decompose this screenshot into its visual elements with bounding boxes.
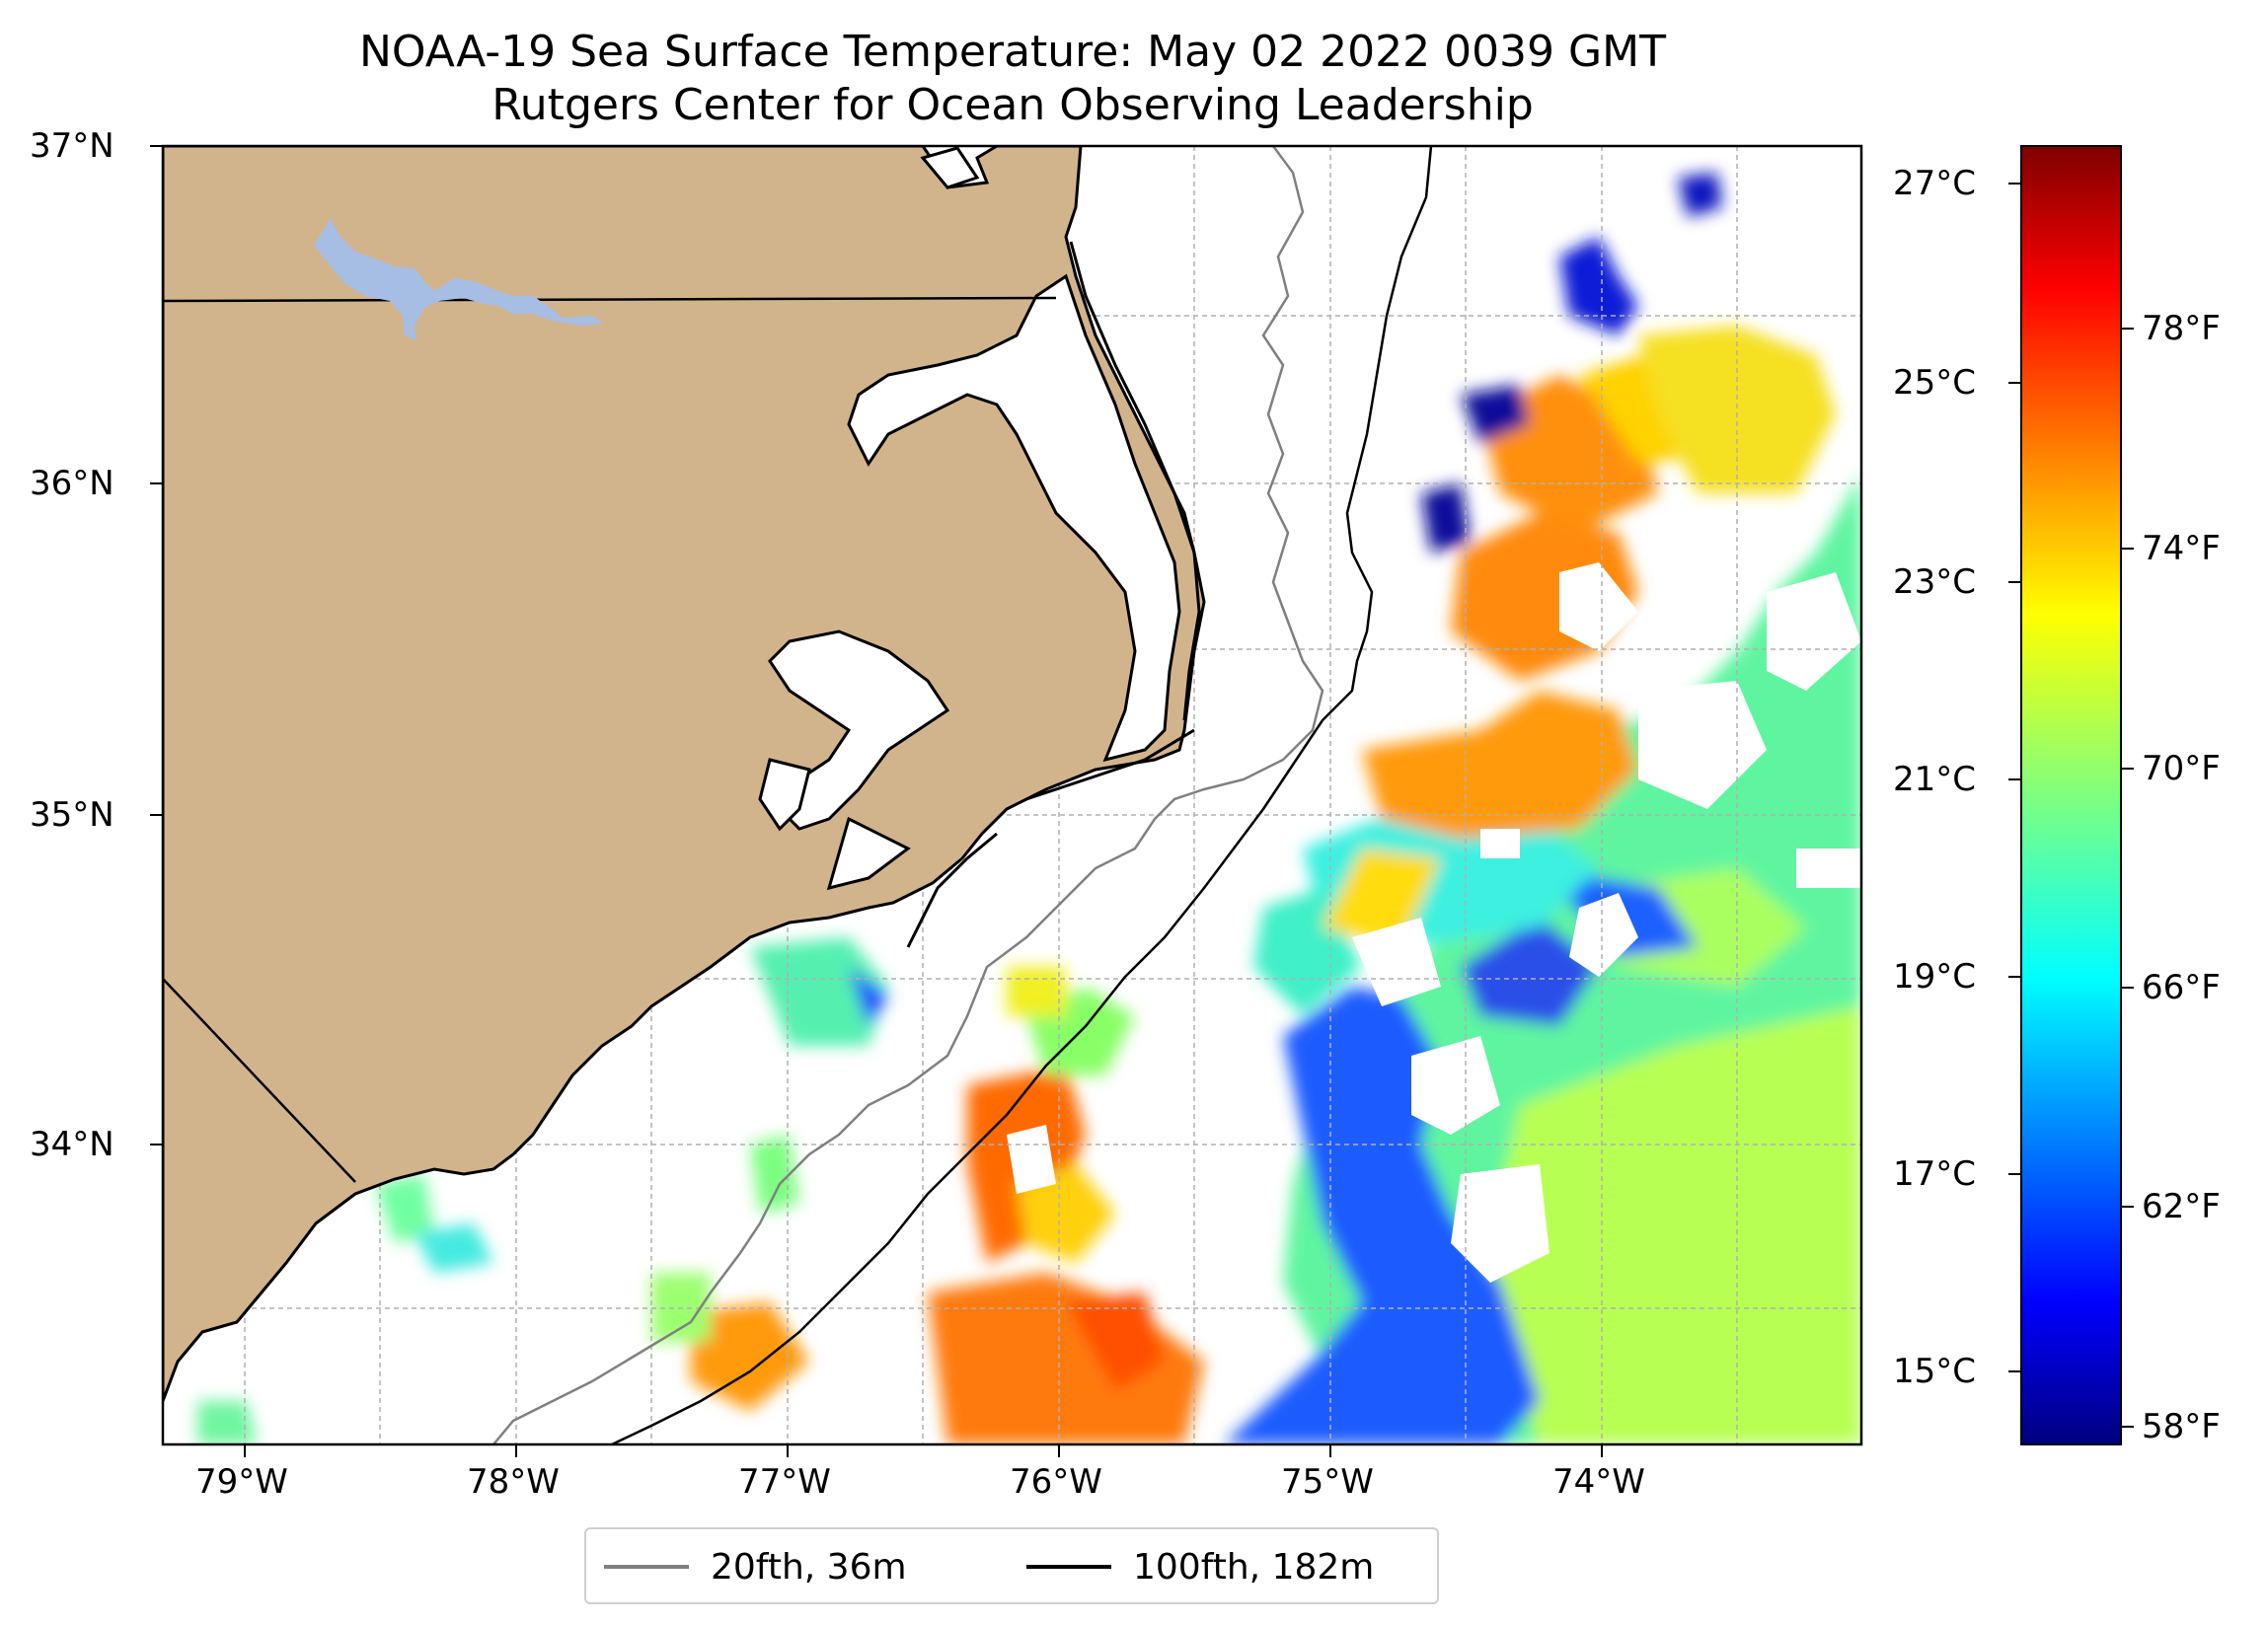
lon-tick-label: 74°W: [1552, 1462, 1645, 1502]
land-mass: [163, 146, 1206, 1402]
isobath-20fth: [492, 146, 1324, 1444]
axis-ticks: [150, 145, 1603, 1457]
lon-tick-label: 79°W: [195, 1462, 288, 1502]
colorbar-fahrenheit-label: 62°F: [2142, 1187, 2221, 1226]
lon-tick-label: 78°W: [467, 1462, 560, 1502]
lat-tick-label: 36°N: [30, 464, 114, 503]
colorbar-fahrenheit-label: 70°F: [2142, 749, 2221, 788]
inland-waters: [758, 146, 1181, 891]
lon-tick-label: 75°W: [1281, 1462, 1374, 1502]
lon-tick-label: 77°W: [738, 1462, 831, 1502]
colorbar-celsius-label: 27°C: [1893, 164, 1977, 203]
barrier-islands: [1069, 241, 1201, 721]
map-area: [163, 146, 1861, 1444]
cape-lookout-banks: [906, 832, 998, 948]
lat-tick-label: 34°N: [30, 1125, 114, 1164]
legend-swatch: [1026, 1565, 1111, 1569]
colorbar-ticks: [2008, 183, 2134, 1428]
colorbar-fahrenheit-label: 58°F: [2142, 1407, 2221, 1446]
colorbar-celsius-label: 19°C: [1893, 957, 1977, 997]
legend-swatch: [604, 1565, 689, 1569]
lat-tick-label: 35°N: [30, 795, 114, 835]
colorbar-celsius-label: 23°C: [1893, 562, 1977, 602]
map-frame: [161, 144, 1863, 1446]
outer-banks-lower: [1025, 728, 1195, 801]
colorbar-celsius-label: 15°C: [1893, 1352, 1977, 1391]
reservoir-lake: [314, 219, 604, 340]
legend-label: 20fth, 36m: [711, 1546, 907, 1588]
isobath-legend: 20fth, 36m 100fth, 182m: [584, 1527, 1439, 1604]
colorbar: [2020, 145, 2122, 1445]
colorbar-fahrenheit-label: 66°F: [2142, 968, 2221, 1007]
chart-title-line-1: NOAA-19 Sea Surface Temperature: May 02 …: [359, 27, 1666, 77]
colorbar-celsius-label: 25°C: [1893, 363, 1977, 403]
isobath-100fth: [611, 146, 1433, 1444]
colorbar-celsius-label: 17°C: [1893, 1154, 1977, 1194]
chart-subtitle: Rutgers Center for Ocean Observing Leade…: [491, 80, 1534, 130]
lon-tick-label: 76°W: [1010, 1462, 1102, 1502]
lat-tick-label: 37°N: [30, 126, 114, 166]
cloud-mask-layer: [1007, 562, 1861, 1283]
colorbar-fahrenheit-label: 78°F: [2142, 309, 2221, 348]
legend-label: 100fth, 182m: [1133, 1546, 1375, 1588]
colorbar-celsius-label: 21°C: [1893, 760, 1977, 799]
legend-item-100fth: 100fth, 182m: [1026, 1543, 1374, 1590]
state-boundaries: [163, 296, 1057, 1183]
legend-item-20fth: 20fth, 36m: [604, 1543, 907, 1590]
colorbar-fahrenheit-label: 74°F: [2142, 529, 2221, 568]
